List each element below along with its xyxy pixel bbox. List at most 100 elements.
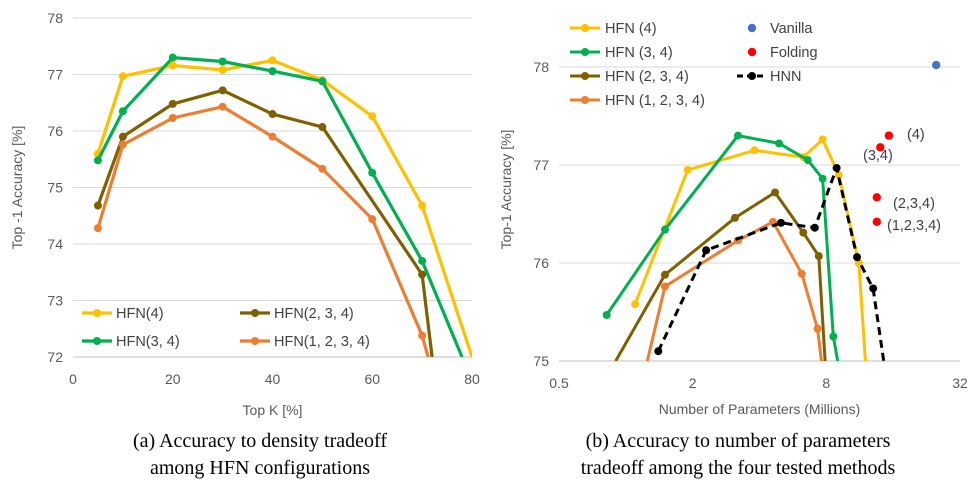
chart-a-ylabel: Top -1 Accuracy [%] [9, 126, 25, 250]
chart-b-data-point [730, 213, 739, 222]
chart-b-scatter-point [931, 60, 941, 70]
chart-a-data-point [218, 57, 227, 66]
chart-a-data-point [268, 56, 277, 65]
chart-a-data-point [318, 77, 327, 86]
chart-b-data-point [660, 282, 669, 291]
chart-a-data-point [418, 201, 427, 210]
chart-b-folding-annotation: (1,2,3,4) [887, 218, 941, 234]
chart-a-data-point [418, 331, 427, 340]
chart-a-data-point [218, 65, 227, 74]
caption-a-line2: among HFN configurations [150, 457, 370, 479]
chart-b-data-point [813, 324, 822, 333]
chart-a-data-point [168, 53, 177, 62]
chart-b-data-point [869, 284, 878, 293]
chart-b-data-point [803, 156, 812, 165]
chart-b-data-point [829, 332, 838, 341]
chart-b-data-point [777, 218, 786, 227]
chart-b-data-point [602, 310, 611, 319]
chart-b-scatter-point [876, 143, 885, 152]
chart-b-legend-label: HFN (3, 4) [605, 45, 673, 61]
chart-b-data-point [775, 139, 784, 148]
chart-a-ytick-label: 77 [47, 67, 63, 83]
chart-b-xtick-label: 0.5 [549, 375, 569, 391]
caption-b-line2: tradeoff among the four tested methods [580, 457, 896, 479]
chart-a-data-point [93, 201, 102, 210]
chart-a-legend-marker [251, 337, 259, 345]
chart-a-xlabel: Top K [%] [243, 402, 303, 418]
chart-a-data-point [418, 270, 427, 279]
chart-a-series-line [96, 88, 434, 357]
chart-a-legend-label: HFN(1, 2, 3, 4) [274, 334, 370, 350]
chart-a-legend-label: HFN(4) [116, 306, 164, 322]
chart-a-data-point [268, 110, 277, 119]
chart-a-legend-marker [251, 309, 259, 317]
chart-a-ytick-label: 73 [47, 293, 63, 309]
chart-b-data-point [818, 135, 827, 144]
chart-b-scatter-point [872, 217, 881, 227]
chart-a-legend-marker [93, 309, 101, 317]
chart-b-folding-annotation: (4) [907, 127, 925, 143]
chart-a-ytick-label: 75 [47, 180, 63, 196]
chart-a-data-point [93, 156, 102, 165]
chart-a-legend-label: HFN(2, 3, 4) [274, 306, 354, 322]
chart-b-ylabel: Top-1 Accuracy [%] [498, 130, 514, 250]
chart-a-ytick-label: 76 [47, 123, 63, 139]
chart-b-data-point [733, 131, 742, 140]
caption-b-line1: (b) Accuracy to number of parameters [585, 430, 891, 452]
caption-a-line1: (a) Accuracy to density tradeoff [133, 430, 387, 452]
chart-b-ytick-label: 77 [533, 157, 549, 173]
chart-a-data-point [318, 164, 327, 173]
chart-b-series-line [656, 166, 886, 361]
chart-a-data-point [168, 99, 177, 108]
chart-a-data-point [93, 224, 102, 233]
chart-b-ytick-label: 76 [533, 255, 549, 271]
chart-b-data-point [834, 170, 843, 179]
chart-a-data-point [318, 123, 327, 132]
chart-b-legend-marker [581, 24, 589, 32]
chart-b-data-point [631, 300, 640, 309]
chart-b-legend-marker [747, 47, 757, 57]
chart-b-xtick-label: 2 [689, 375, 697, 391]
chart-b-folding-annotation: (3,4) [863, 148, 893, 164]
chart-b-xtick-label: 8 [822, 375, 830, 391]
chart-b-xtick-label: 32 [952, 375, 968, 391]
chart-b-legend-label: HFN (1, 2, 3, 4) [605, 93, 705, 109]
chart-b-data-point [832, 163, 841, 172]
chart-a-data-point [118, 107, 127, 116]
chart-b-data-point [818, 174, 827, 183]
chart-a-xtick-label: 80 [464, 371, 480, 387]
chart-b-folding-annotation: (2,3,4) [893, 196, 935, 212]
chart-a-data-point [168, 61, 177, 70]
caption-a: (a) Accuracy to density tradeoff among H… [40, 428, 480, 482]
chart-b-ytick-label: 78 [533, 59, 549, 75]
chart-a-ytick-label: 78 [47, 10, 63, 26]
caption-b: (b) Accuracy to number of parameters tra… [508, 428, 968, 482]
chart-b-legend-marker [748, 72, 756, 80]
chart-a-data-point [268, 132, 277, 141]
chart-b-scatter-point [872, 193, 881, 202]
chart-a-ytick-label: 74 [47, 236, 63, 252]
chart-b-data-point [771, 188, 780, 197]
chart-b-plot-area [602, 131, 886, 361]
chart-a-data-point [168, 114, 177, 123]
chart-a-legend-label: HFN(3, 4) [116, 334, 180, 350]
chart-a-data-point [368, 215, 377, 224]
chart-b-legend-marker [747, 23, 757, 33]
chart-b-series-line [605, 134, 840, 361]
chart-a-data-point [218, 102, 227, 111]
chart-b-data-point [814, 252, 823, 261]
chart-b-scatter-point [884, 131, 894, 140]
chart-a-legend-marker [93, 337, 101, 345]
chart-a-data-point [118, 140, 127, 149]
chart-b-data-point [750, 146, 759, 155]
chart-b-legend-label: HFN (4) [605, 21, 657, 37]
chart-b-data-point [797, 269, 806, 278]
chart-a-data-point [418, 256, 427, 265]
chart-b-data-point [810, 223, 819, 232]
chart-a: 72 73 74 75 76 77 78 0 20 40 60 80 Top K [%] Top -1 A… [9, 10, 480, 418]
chart-b-series-line [645, 220, 823, 361]
chart-a-ytick-label: 72 [47, 349, 63, 365]
chart-b-data-point [660, 270, 669, 279]
chart-a-xtick-label: 0 [69, 371, 77, 387]
